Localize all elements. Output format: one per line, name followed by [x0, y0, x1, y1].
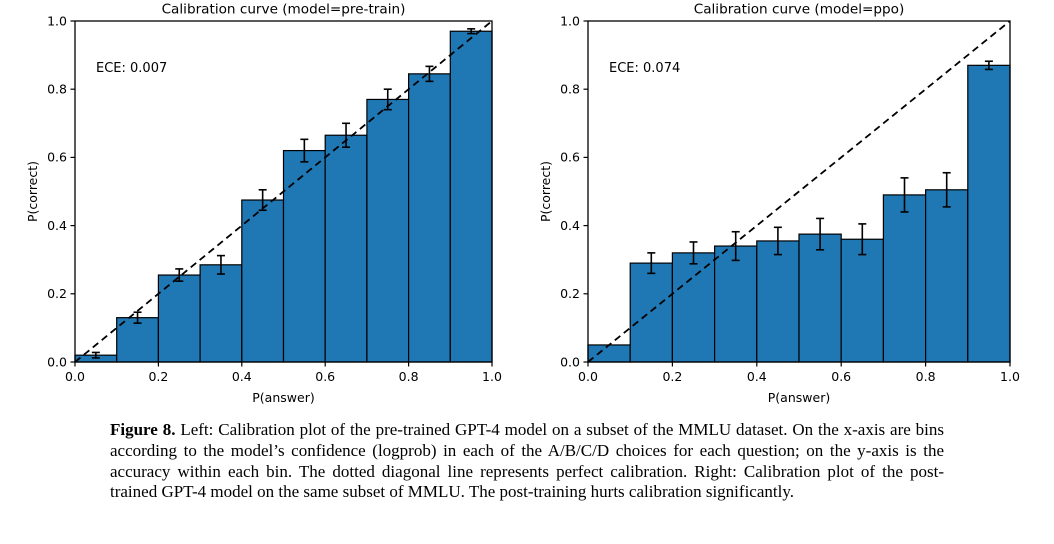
chart-canvas: 0.0 0.2 0.4 0.6 0.8 1.0 0.0 0.2 0.4 0.6 0.8 1.0 Cali… [25, 2, 502, 406]
y-tick-label: 0.4 [47, 218, 67, 233]
bar-bin-2 [671, 252, 716, 363]
y-axis-label: P(correct) [25, 161, 40, 222]
figure-caption-label: Figure 8. [110, 420, 176, 439]
ece-annotation: ECE: 0.007 [96, 61, 167, 76]
bar-bin-6 [840, 238, 885, 363]
error-bar-bin-2 [689, 241, 698, 265]
bar-bin-3 [199, 264, 243, 363]
bar-bin-0 [587, 344, 631, 363]
bar-bin-9 [449, 30, 493, 363]
error-bar-bin-2 [175, 268, 184, 282]
perfect-calibration-line [587, 20, 1011, 363]
plot-border [587, 20, 1011, 363]
charts-row: 0.0 0.2 0.4 0.6 0.8 1.0 0.0 0.2 0.4 0.6 0.8 1.0 Cali… [0, 0, 1054, 418]
y-tick-label: 0.0 [47, 354, 67, 369]
calibration-chart-ppo: 0.0 0.2 0.4 0.6 0.8 1.0 0.0 0.2 0.4 0.6 0.8 1.0 Cali… [527, 0, 1054, 418]
x-tick-label: 0.2 [662, 369, 682, 384]
x-tick-label: 0.6 [315, 369, 335, 384]
y-tick-label: 1.0 [47, 13, 67, 28]
x-tick-label: 0.6 [831, 369, 851, 384]
error-bar-bin-6 [858, 223, 867, 256]
chart-title: Calibration curve (model=ppo) [694, 2, 905, 18]
y-tick-label: 1.0 [560, 13, 580, 28]
bar-bin-8 [408, 73, 451, 363]
error-bar-bin-8 [425, 65, 434, 83]
bar-bin-6 [324, 134, 368, 363]
figure-caption-text: Left: Calibration plot of the pre-traine… [110, 420, 944, 502]
y-tick-label: 0.2 [47, 286, 67, 301]
x-tick-label: 0.4 [747, 369, 767, 384]
chart-title: Calibration curve (model=pre-train) [162, 2, 406, 18]
y-tick-label: 0.6 [560, 150, 580, 165]
error-bar-bin-8 [942, 171, 951, 208]
x-tick-label: 0.0 [578, 369, 598, 384]
error-bar-bin-9 [984, 60, 993, 71]
bar-bin-8 [925, 189, 969, 363]
x-axis-label: P(answer) [252, 390, 314, 405]
error-bar-bin-9 [467, 28, 476, 35]
error-bar-bin-3 [216, 254, 225, 275]
y-tick-label: 0.6 [47, 150, 67, 165]
error-bar-bin-3 [731, 230, 740, 262]
x-tick-label: 1.0 [482, 369, 502, 384]
perfect-calibration-line [74, 20, 493, 363]
figure-caption: Figure 8. Left: Calibration plot of the … [110, 420, 944, 503]
error-bar-bin-1 [647, 252, 656, 275]
ece-annotation: ECE: 0.074 [609, 61, 680, 76]
y-tick-label: 0.8 [47, 82, 67, 97]
bar-bin-1 [629, 262, 673, 363]
plot-border [74, 20, 493, 363]
bar-bin-7 [882, 194, 927, 363]
error-bar-bin-6 [342, 122, 351, 148]
x-tick-label: 0.2 [148, 369, 168, 384]
y-tick-label: 0.8 [560, 82, 580, 97]
bar-bin-4 [756, 240, 800, 363]
bar-bin-5 [282, 149, 326, 363]
error-bar-bin-0 [91, 351, 100, 359]
x-tick-label: 0.8 [399, 369, 419, 384]
bar-bin-1 [116, 317, 159, 363]
y-tick-label: 0.2 [560, 286, 580, 301]
error-bar-bin-4 [258, 188, 267, 212]
error-bar-bin-5 [816, 217, 825, 251]
error-bar-bin-1 [133, 311, 142, 324]
bar-bin-7 [366, 98, 410, 363]
calibration-chart-pretrain: 0.0 0.2 0.4 0.6 0.8 1.0 0.0 0.2 0.4 0.6 0.8 1.0 Cali… [0, 0, 527, 418]
x-tick-label: 1.0 [1000, 369, 1020, 384]
bar-bin-9 [967, 64, 1011, 363]
x-axis-label: P(answer) [768, 390, 830, 405]
y-tick-label: 0.0 [560, 354, 580, 369]
x-tick-label: 0.4 [232, 369, 252, 384]
x-tick-label: 0.8 [916, 369, 936, 384]
error-bar-bin-5 [300, 138, 309, 163]
error-bar-bin-4 [773, 226, 782, 256]
y-tick-label: 0.4 [560, 218, 580, 233]
bar-bin-3 [714, 245, 758, 363]
x-tick-label: 0.0 [65, 369, 85, 384]
bar-bin-4 [241, 199, 285, 363]
error-bar-bin-7 [900, 177, 909, 213]
chart-canvas: 0.0 0.2 0.4 0.6 0.8 1.0 0.0 0.2 0.4 0.6 0.8 1.0 Cali… [538, 2, 1020, 406]
y-axis-label: P(correct) [538, 161, 553, 222]
bar-bin-5 [798, 233, 842, 363]
